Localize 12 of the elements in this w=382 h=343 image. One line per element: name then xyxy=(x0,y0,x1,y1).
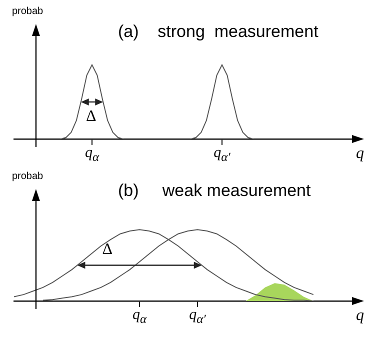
annotation: Δ xyxy=(102,241,112,260)
y-axis-title: probab xyxy=(12,6,44,17)
chart-title: (b) weak measurement xyxy=(118,181,311,201)
x-tick-label: q$_{α′}$ xyxy=(188,307,207,327)
chart-title: (a) strong measurement xyxy=(118,22,318,42)
x-axis-title: q xyxy=(356,145,364,163)
x-tick-label: q$_{α}$ xyxy=(132,307,148,327)
annotation: Δ xyxy=(86,108,96,126)
x-tick-label: q$_{α}$ xyxy=(84,145,100,165)
y-axis-title: probab xyxy=(12,171,44,182)
x-axis-title: q xyxy=(356,307,364,325)
x-tick-label: q$_{α′}$ xyxy=(212,145,232,165)
